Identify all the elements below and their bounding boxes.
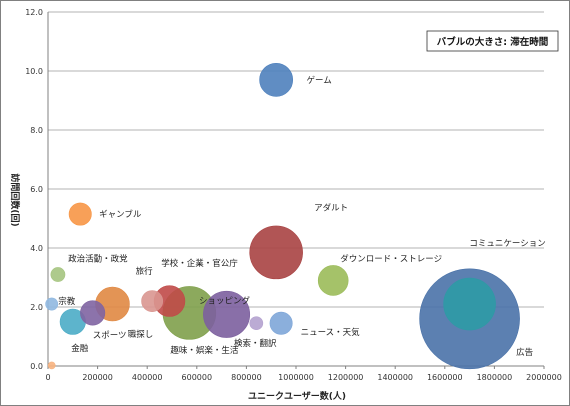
bubble-label: ダウンロード・ストレージ [340, 253, 442, 264]
bubble-label: 学校・企業・官公庁 [161, 258, 238, 269]
x-tick-label: 400000 [132, 373, 163, 382]
bubble-label: コミュニケーション [469, 239, 545, 249]
bubble-label: 金融 [71, 343, 89, 354]
bubble-label: ショッピング [199, 295, 251, 306]
bubble-label: 広告 [516, 347, 533, 358]
bubbles [45, 62, 520, 370]
bubble-label: 政治活動・政党 [68, 254, 128, 265]
y-tick-label: 6.0 [30, 185, 43, 194]
legend-note: バブルの大きさ: 滞在時間 [426, 30, 559, 52]
bubble [203, 290, 251, 338]
y-tick-label: 0.0 [30, 362, 43, 371]
y-tick-label: 4.0 [30, 244, 43, 253]
bubble-label: 趣味・娯楽・生活 [170, 345, 239, 356]
bubble [443, 277, 496, 331]
y-tick-label: 2.0 [30, 303, 43, 312]
bubble [141, 290, 164, 313]
bubble-label: 旅行 [136, 266, 154, 277]
y-tick-label: 12.0 [25, 8, 43, 17]
x-axis-title: ユニークユーザー数(人) [248, 390, 346, 402]
bubble-label: スポーツ [93, 331, 127, 341]
bubble [50, 267, 66, 282]
x-tick-label: 600000 [182, 373, 213, 382]
x-tick-label: 1600000 [427, 373, 463, 382]
bubble [45, 297, 59, 311]
bubble-label: 職探し [128, 329, 154, 340]
bubble-label: 宗教 [58, 296, 76, 307]
bubble [68, 202, 92, 226]
bubble [80, 300, 106, 326]
bubble [259, 62, 294, 97]
legend-note-box [426, 30, 559, 52]
x-tick-label: 0 [45, 373, 50, 382]
bubble-label: 検索・翻訳 [234, 338, 277, 349]
bubble [47, 361, 56, 370]
legend-note-text: バブルの大きさ: 滞在時間 [437, 36, 549, 48]
x-tick-label: 2000000 [526, 373, 562, 382]
bubble [249, 225, 303, 280]
bubble [249, 316, 264, 331]
bubble [269, 311, 293, 335]
y-tick-label: 8.0 [30, 126, 43, 135]
x-tick-label: 1400000 [377, 373, 413, 382]
bubble-label: ゲーム [307, 75, 332, 86]
bubble-label: アダルト [314, 202, 348, 213]
y-tick-label: 10.0 [25, 67, 43, 76]
bubble-label: ギャンブル [99, 209, 142, 220]
x-tick-label: 1200000 [328, 373, 364, 382]
x-tick-label: 1800000 [477, 373, 513, 382]
x-tick-label: 200000 [82, 373, 113, 382]
bubble-label: ニュース・天気 [301, 327, 361, 338]
y-axis-title: 訪問回数(回) [9, 173, 21, 226]
bubble [317, 265, 349, 296]
x-tick-label: 800000 [231, 373, 262, 382]
x-tick-label: 1000000 [278, 373, 314, 382]
